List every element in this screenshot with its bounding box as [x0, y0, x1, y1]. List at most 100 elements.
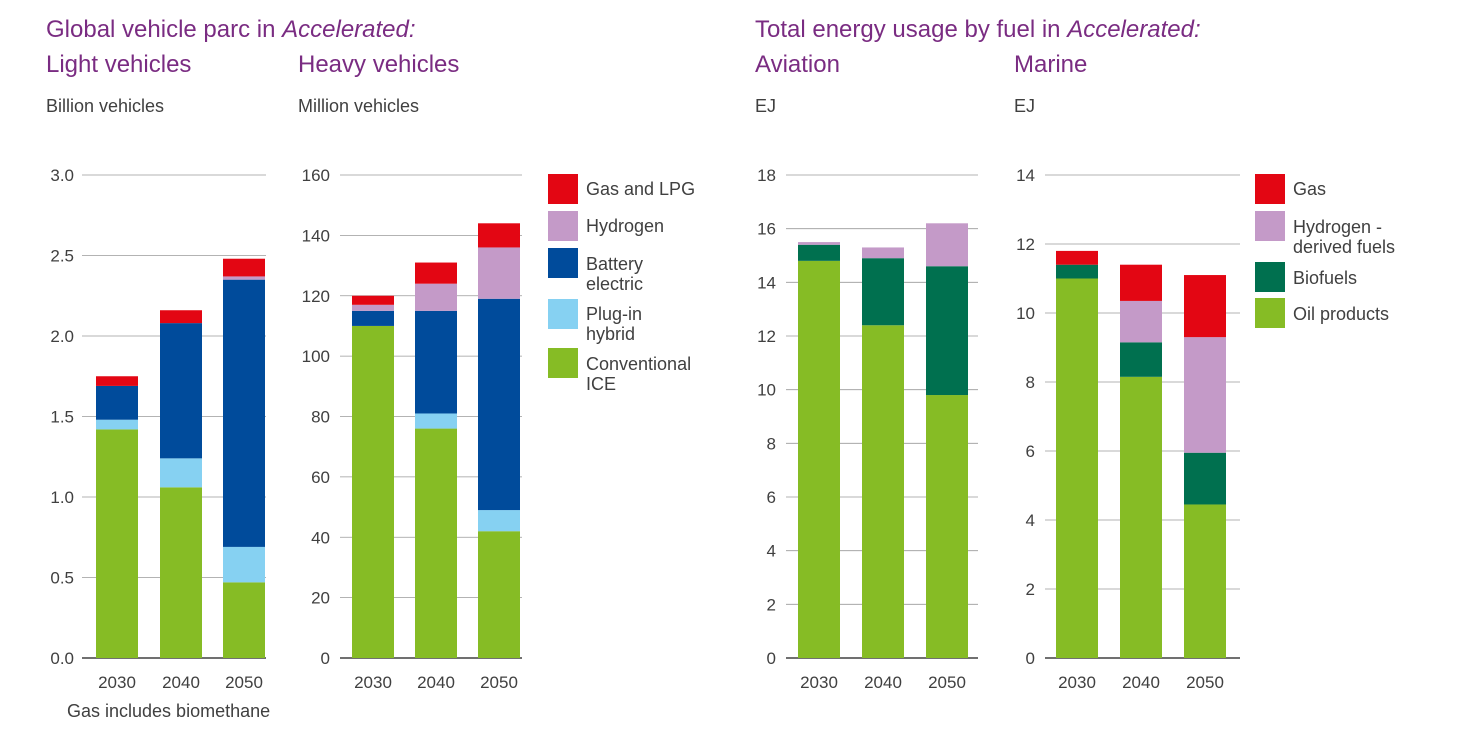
light-bar-2050-ice: [223, 582, 265, 658]
heavy-bar-2050-hydrogen: [478, 247, 520, 299]
heavy-bar-2030-battery: [352, 310, 394, 326]
energy-legend-item: Oil products: [1255, 298, 1389, 328]
energy-legend-swatch: [1255, 262, 1285, 292]
heavy-bar-2030-gas: [352, 295, 394, 305]
vehicle-legend-label: hybrid: [586, 324, 635, 344]
heavy-bar-2030-ice: [352, 325, 394, 658]
aviation-x-tick-label: 2050: [928, 673, 966, 692]
left-group-title: Global vehicle parc in Accelerated:: [46, 16, 416, 43]
energy-legend: Gas Hydrogen -derived fuels Biofuels Oil pr…: [1255, 174, 1395, 328]
heavy-bar-2030-hydrogen: [352, 304, 394, 311]
heavy-y-tick-label: 100: [302, 347, 330, 366]
light-bar-2040-gas: [160, 310, 202, 324]
marine-y-tick-label: 14: [1016, 166, 1035, 185]
vehicle-legend-swatch: [548, 299, 578, 329]
footnote: Gas includes biomethane: [67, 701, 270, 721]
light-vehicles-chart: 0.0 0.5 1.0 1.5 2.0 2.5 3.0 2030 2040 2050: [50, 166, 266, 692]
aviation-x-tick-label: 2030: [800, 673, 838, 692]
aviation-y-tick-label: 2: [767, 595, 776, 614]
marine-bar-2030-biofuels: [1056, 264, 1098, 279]
marine-y-tick-label: 12: [1016, 235, 1035, 254]
heavy-x-tick-label: 2030: [354, 673, 392, 692]
heavy-bar-2040-hydrogen: [415, 283, 457, 311]
aviation-bar-2030-biofuels: [798, 244, 840, 261]
heavy-y-tick-label: 120: [302, 287, 330, 306]
energy-legend-item: Biofuels: [1255, 262, 1357, 292]
marine-bar-2050-hydrogen: [1184, 337, 1226, 453]
aviation-y-tick-label: 12: [757, 327, 776, 346]
heavy-y-tick-label: 60: [311, 468, 330, 487]
aviation-y-tick-label: 14: [757, 273, 776, 292]
light-bar-2050-hydrogen: [223, 276, 265, 280]
light-y-tick-label: 0.5: [50, 569, 74, 588]
marine-y-tick-label: 4: [1026, 511, 1035, 530]
light-vehicles-title: Light vehicles: [46, 51, 191, 78]
light-bar-2040-ice: [160, 487, 202, 658]
aviation-bar-2030-hydrogen: [798, 242, 840, 245]
energy-legend-label: Biofuels: [1293, 268, 1357, 288]
marine-bar-2050-oil: [1184, 504, 1226, 658]
aviation-y-tick-label: 4: [767, 542, 776, 561]
heavy-y-tick-label: 40: [311, 528, 330, 547]
heavy-y-tick-label: 20: [311, 589, 330, 608]
heavy-vehicles-title: Heavy vehicles: [298, 51, 459, 78]
light-x-tick-label: 2050: [225, 673, 263, 692]
heavy-bar-2040-battery: [415, 310, 457, 414]
light-y-tick-label: 1.5: [50, 408, 74, 427]
light-bar-2030-battery: [96, 385, 138, 420]
light-bar-2050-plugin: [223, 546, 265, 583]
vehicle-legend-item: Hydrogen: [548, 211, 664, 241]
aviation-y-tick-label: 18: [757, 166, 776, 185]
vehicle-legend-label: electric: [586, 274, 643, 294]
heavy-x-tick-label: 2040: [417, 673, 455, 692]
marine-bar-2050-biofuels: [1184, 452, 1226, 505]
vehicle-legend-swatch: [548, 248, 578, 278]
light-bar-2040-battery: [160, 323, 202, 459]
light-vehicles-unit: Billion vehicles: [46, 96, 164, 116]
marine-unit: EJ: [1014, 96, 1035, 116]
heavy-bar-2050-battery: [478, 298, 520, 511]
vehicle-legend-swatch: [548, 174, 578, 204]
light-x-tick-label: 2030: [98, 673, 136, 692]
aviation-y-tick-label: 16: [757, 220, 776, 239]
marine-x-tick-label: 2030: [1058, 673, 1096, 692]
aviation-y-tick-label: 8: [767, 434, 776, 453]
energy-legend-swatch: [1255, 211, 1285, 241]
aviation-y-tick-label: 6: [767, 488, 776, 507]
marine-y-tick-label: 0: [1026, 649, 1035, 668]
marine-bar-2040-hydrogen: [1120, 300, 1162, 343]
marine-y-tick-label: 2: [1026, 580, 1035, 599]
marine-x-tick-label: 2040: [1122, 673, 1160, 692]
vehicle-legend-label: ICE: [586, 374, 616, 394]
energy-legend-swatch: [1255, 174, 1285, 204]
light-y-tick-label: 2.5: [50, 247, 74, 266]
light-bar-2050-battery: [223, 279, 265, 547]
energy-legend-label: Oil products: [1293, 304, 1389, 324]
energy-legend-label: derived fuels: [1293, 237, 1395, 257]
aviation-bar-2040-hydrogen: [862, 247, 904, 259]
aviation-title: Aviation: [755, 51, 840, 78]
light-bar-2030-ice: [96, 429, 138, 658]
vehicle-legend-item: Gas and LPG: [548, 174, 695, 204]
marine-chart: 0 2 4 6 8 10 12 14 2030 2040 2050: [1016, 166, 1240, 692]
light-bar-2030-gas: [96, 376, 138, 386]
vehicle-legend-label: Hydrogen: [586, 216, 664, 236]
aviation-x-tick-label: 2040: [864, 673, 902, 692]
heavy-bar-2040-ice: [415, 428, 457, 658]
heavy-bar-2050-plugin: [478, 510, 520, 532]
marine-bar-2050-gas: [1184, 275, 1226, 338]
aviation-y-tick-label: 10: [757, 381, 776, 400]
vehicle-legend-label: Battery: [586, 254, 643, 274]
heavy-y-tick-label: 140: [302, 226, 330, 245]
vehicle-legend-label: Conventional: [586, 354, 691, 374]
marine-bar-2030-oil: [1056, 278, 1098, 658]
aviation-bar-2040-oil: [862, 325, 904, 658]
heavy-bar-2050-ice: [478, 531, 520, 658]
marine-bar-2040-oil: [1120, 376, 1162, 658]
marine-x-tick-label: 2050: [1186, 673, 1224, 692]
